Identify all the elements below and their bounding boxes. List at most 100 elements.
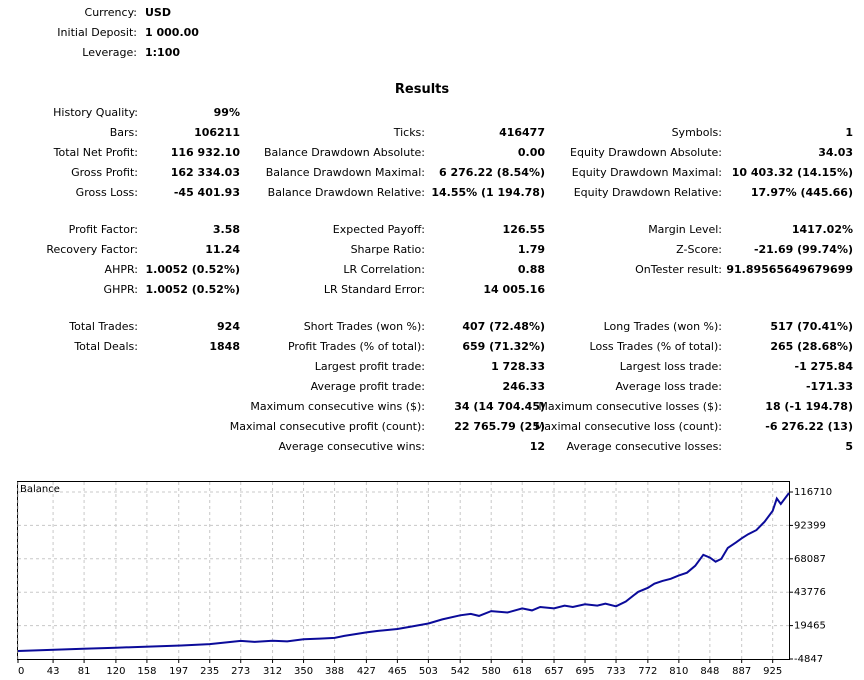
gross-loss-value: -45 401.93 — [173, 186, 240, 199]
x-tick-label: 388 — [325, 666, 344, 677]
max-consecutive-losses-label: Maximum consecutive losses ($): — [538, 400, 722, 413]
lr-standard-error-label: LR Standard Error: — [323, 283, 425, 296]
x-tick-label: 120 — [106, 666, 125, 677]
profit-factor-label: Profit Factor: — [68, 223, 138, 236]
balance-drawdown-relative-label: Balance Drawdown Relative: — [267, 186, 425, 199]
x-tick-label: 542 — [451, 666, 470, 677]
x-tick-label: 848 — [700, 666, 719, 677]
total-deals-value: 1848 — [209, 340, 240, 353]
average-consecutive-wins-value: 12 — [529, 440, 545, 453]
recovery-factor-value: 11.24 — [205, 243, 240, 256]
max-consecutive-losses-value: 18 (-1 194.78) — [765, 400, 853, 413]
ontester-result-label: OnTester result: — [635, 263, 722, 276]
x-tick-label: 350 — [294, 666, 313, 677]
maximal-consecutive-profit-value: 22 765.79 (25) — [454, 420, 545, 433]
x-tick-label: 273 — [231, 666, 250, 677]
average-loss-trade-value: -171.33 — [805, 380, 853, 393]
max-consecutive-wins-value: 34 (14 704.45) — [454, 400, 545, 413]
total-net-profit-value: 116 932.10 — [170, 146, 240, 159]
maximal-consecutive-loss-label: Maximal consecutive loss (count): — [534, 420, 722, 433]
bars-value: 106211 — [194, 126, 240, 139]
x-axis-ticks: 0 43 81 120 158 197 235 273 312 350 388 427 465 503 54… — [17, 659, 782, 677]
x-tick-label: 197 — [169, 666, 188, 677]
history-quality-label: History Quality: — [53, 106, 138, 119]
expected-payoff-value: 126.55 — [502, 223, 545, 236]
y-tick-label: -4847 — [794, 654, 823, 665]
max-consecutive-wins-label: Maximum consecutive wins ($): — [250, 400, 425, 413]
x-tick-label: 733 — [606, 666, 625, 677]
x-tick-label: 925 — [763, 666, 782, 677]
lr-correlation-label: LR Correlation: — [343, 263, 425, 276]
lr-standard-error-value: 14 005.16 — [483, 283, 545, 296]
recovery-factor-label: Recovery Factor: — [46, 243, 138, 256]
profit-trades-value: 659 (71.32%) — [462, 340, 545, 353]
x-tick-label: 772 — [638, 666, 657, 677]
total-net-profit-label: Total Net Profit: — [53, 146, 138, 159]
equity-drawdown-absolute-label: Equity Drawdown Absolute: — [570, 146, 722, 159]
largest-profit-trade-label: Largest profit trade: — [314, 360, 425, 373]
ghpr-label: GHPR: — [103, 283, 138, 296]
equity-drawdown-maximal-value: 10 403.32 (14.15%) — [731, 166, 853, 179]
total-trades-value: 924 — [217, 320, 240, 333]
y-axis-ticks: 116710 92399 68087 43776 19465 -4847 — [789, 487, 832, 665]
symbols-label: Symbols: — [671, 126, 722, 139]
x-tick-label: 465 — [388, 666, 407, 677]
equity-drawdown-absolute-value: 34.03 — [818, 146, 853, 159]
x-tick-label: 43 — [47, 666, 60, 677]
symbols-value: 1 — [845, 126, 853, 139]
balance-series-line — [17, 492, 790, 652]
total-deals-label: Total Deals: — [74, 340, 138, 353]
balance-drawdown-maximal-label: Balance Drawdown Maximal: — [265, 166, 425, 179]
y-tick-label: 116710 — [794, 487, 832, 498]
balance-drawdown-absolute-value: 0.00 — [517, 146, 545, 159]
x-tick-label: 503 — [419, 666, 438, 677]
average-consecutive-losses-value: 5 — [845, 440, 853, 453]
average-profit-trade-value: 246.33 — [502, 380, 545, 393]
profit-factor-value: 3.58 — [212, 223, 240, 236]
maximal-consecutive-loss-value: -6 276.22 (13) — [765, 420, 853, 433]
average-profit-trade-label: Average profit trade: — [310, 380, 425, 393]
history-quality-value: 99% — [213, 106, 240, 119]
leverage-value: 1:100 — [145, 46, 181, 59]
y-tick-label: 92399 — [794, 520, 826, 531]
y-tick-label: 19465 — [794, 621, 826, 632]
largest-loss-trade-value: -1 275.84 — [794, 360, 854, 373]
x-tick-label: 618 — [513, 666, 532, 677]
z-score-label: Z-Score: — [676, 243, 722, 256]
balance-drawdown-absolute-label: Balance Drawdown Absolute: — [263, 146, 425, 159]
expected-payoff-label: Expected Payoff: — [332, 223, 425, 236]
currency-value: USD — [145, 6, 171, 19]
short-trades-label: Short Trades (won %): — [303, 320, 425, 333]
currency-label: Currency: — [84, 6, 137, 19]
ahpr-label: AHPR: — [104, 263, 138, 276]
bars-label: Bars: — [109, 126, 138, 139]
sharpe-ratio-value: 1.79 — [517, 243, 545, 256]
average-consecutive-losses-label: Average consecutive losses: — [566, 440, 722, 453]
leverage-label: Leverage: — [82, 46, 137, 59]
z-score-value: -21.69 (99.74%) — [753, 243, 853, 256]
x-tick-label: 427 — [357, 666, 376, 677]
margin-level-value: 1417.02% — [791, 223, 853, 236]
x-tick-label: 810 — [669, 666, 688, 677]
gross-profit-value: 162 334.03 — [170, 166, 240, 179]
long-trades-label: Long Trades (won %): — [603, 320, 722, 333]
x-tick-label: 887 — [732, 666, 751, 677]
ghpr-value: 1.0052 (0.52%) — [145, 283, 241, 296]
chart-title: Balance — [20, 484, 60, 495]
results-title: Results — [394, 82, 450, 97]
x-tick-label: 235 — [200, 666, 219, 677]
average-loss-trade-label: Average loss trade: — [615, 380, 722, 393]
long-trades-value: 517 (70.41%) — [770, 320, 853, 333]
y-tick-label: 68087 — [794, 554, 826, 565]
loss-trades-label: Loss Trades (% of total): — [589, 340, 722, 353]
largest-loss-trade-label: Largest loss trade: — [619, 360, 722, 373]
ontester-result-value: 91.89565649679699 — [726, 263, 853, 276]
x-tick-label: 312 — [263, 666, 282, 677]
maximal-consecutive-profit-label: Maximal consecutive profit (count): — [229, 420, 425, 433]
balance-drawdown-relative-value: 14.55% (1 194.78) — [431, 186, 545, 199]
equity-drawdown-relative-label: Equity Drawdown Relative: — [573, 186, 722, 199]
initial-deposit-label: Initial Deposit: — [57, 26, 137, 39]
x-tick-label: 0 — [18, 666, 24, 677]
x-tick-label: 657 — [544, 666, 563, 677]
x-tick-label: 81 — [78, 666, 91, 677]
